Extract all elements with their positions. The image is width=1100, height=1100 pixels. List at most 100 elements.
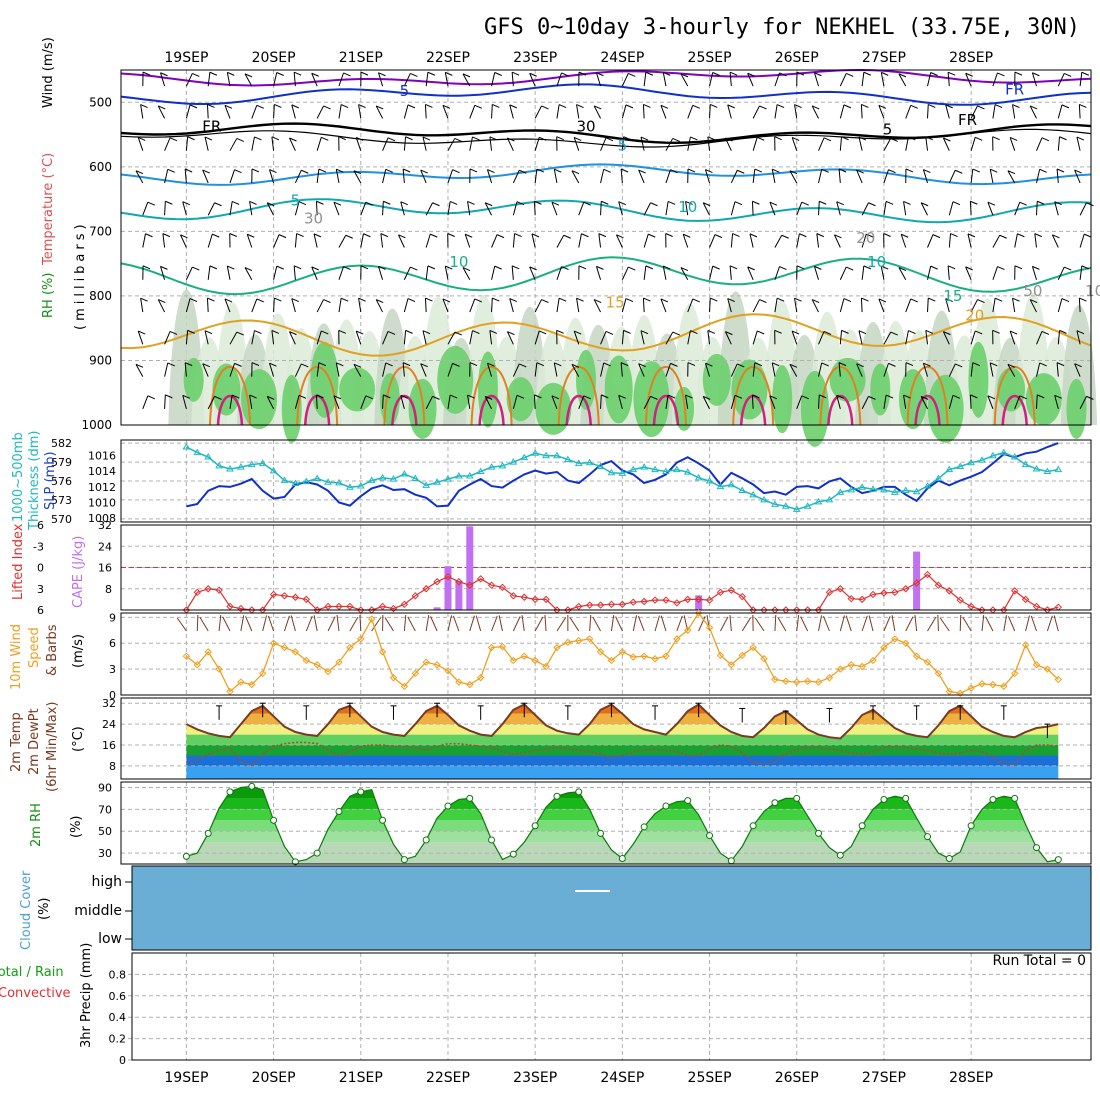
wind-barb-flag: [821, 168, 829, 173]
rh-high-area: [731, 359, 768, 420]
wind-barb: [182, 201, 187, 216]
wind-barb: [687, 298, 694, 313]
contour-loop-30: [303, 394, 331, 426]
wind-barb: [293, 72, 296, 87]
wind-barb: [709, 234, 716, 248]
wind-barb: [1007, 170, 1016, 184]
wind-barb-flag: [861, 297, 869, 302]
wind-barb: [576, 104, 580, 119]
wind-barb: [749, 233, 754, 248]
wind-barb: [729, 615, 732, 632]
wind-barb: [1036, 137, 1043, 151]
wind-barb-flag: [1029, 299, 1038, 304]
li-point: [466, 581, 474, 589]
wind-barb: [618, 395, 623, 409]
wind-barb: [816, 233, 820, 248]
wind-barb: [752, 299, 760, 313]
date-label-top: 20SEP: [252, 50, 296, 66]
wind-barb-flag: [601, 394, 609, 399]
tick-label: 16: [102, 739, 116, 752]
li-point: [1011, 587, 1019, 595]
wind-barb-flag: [534, 394, 542, 399]
cape-bar: [433, 607, 441, 610]
rh-point: [662, 802, 670, 810]
thickness-point: [520, 453, 529, 461]
wind-barb-flag: [1032, 265, 1040, 270]
wind-barb-flag: [383, 200, 391, 205]
wind-barb-flag: [725, 137, 733, 142]
wind-barb: [1074, 363, 1081, 377]
wind-speed-point: [912, 652, 921, 660]
wind-barb: [880, 265, 885, 280]
wind-barb-flag: [539, 330, 547, 335]
wind-barb: [1036, 331, 1043, 345]
wind-barb: [665, 363, 671, 377]
wind-barb-flag: [323, 105, 331, 110]
wind-barb-flag: [376, 105, 384, 110]
wind-barb: [861, 233, 867, 248]
wind-barb: [751, 394, 754, 409]
wind-barb: [621, 73, 629, 87]
li-point: [269, 590, 278, 599]
wind-barb-flag: [140, 297, 148, 302]
wind-barb-flag: [814, 72, 822, 77]
wind-barb-flag: [972, 362, 981, 367]
wind-barb: [353, 364, 362, 377]
rh-point: [1033, 844, 1041, 852]
wind-barb: [861, 265, 865, 280]
wind-barb-flag: [1012, 297, 1020, 302]
wind-barb: [1053, 615, 1059, 632]
wind-barb: [685, 201, 689, 216]
wind-barb: [140, 298, 144, 313]
wind-barb-flag: [687, 168, 696, 173]
thickness-point: [618, 469, 627, 476]
wind-barb: [640, 136, 645, 151]
contour-label: 50: [1023, 282, 1042, 300]
wind-barb-flag: [601, 200, 609, 205]
wind-barb: [992, 298, 996, 313]
date-label-bottom: 27SEP: [862, 1070, 906, 1086]
wind-barb: [660, 615, 667, 632]
li-point: [215, 586, 223, 594]
wind-barb: [1076, 330, 1081, 345]
wind-barb: [185, 73, 193, 87]
rh-high-area: [1025, 373, 1062, 426]
wind-barb: [1056, 362, 1059, 377]
wind-barb-flag: [836, 201, 844, 206]
thickness-point: [640, 463, 649, 470]
wind-speed-point: [378, 648, 387, 656]
wind-barb: [447, 138, 456, 151]
wind-barb-flag: [353, 363, 362, 368]
wind-barb-flag: [135, 170, 144, 175]
wind-barb: [905, 105, 912, 119]
wind-barb: [382, 169, 387, 184]
rh-band: [186, 820, 1059, 832]
wind-barb-flag: [1064, 72, 1072, 77]
wind-barb-flag: [596, 72, 604, 77]
thickness-point: [989, 451, 997, 459]
rh-point: [815, 829, 823, 837]
wind-barb: [229, 331, 238, 345]
wind-barb: [338, 72, 345, 87]
wind-barb: [1056, 168, 1059, 183]
wind-barb: [224, 105, 231, 119]
wind-barb-flag: [227, 71, 235, 76]
wind-barb: [948, 395, 954, 409]
wind-barb: [637, 615, 645, 632]
li-point: [444, 573, 452, 581]
wind-barb-flag: [583, 395, 591, 400]
contour-loop-30: [739, 394, 767, 426]
wind-barb-flag: [670, 362, 678, 367]
wind-barb: [529, 73, 536, 87]
rh-point: [1054, 856, 1062, 864]
wind-barb: [206, 104, 209, 119]
wind-barb: [1014, 201, 1021, 216]
wind-barb: [643, 265, 647, 280]
thickness-point: [226, 465, 234, 472]
wind-barb-flag: [427, 71, 436, 76]
rh-point: [248, 782, 256, 790]
li-point: [956, 596, 964, 604]
wind-barb-flag: [990, 362, 998, 367]
wind-barb-flag: [650, 202, 658, 207]
